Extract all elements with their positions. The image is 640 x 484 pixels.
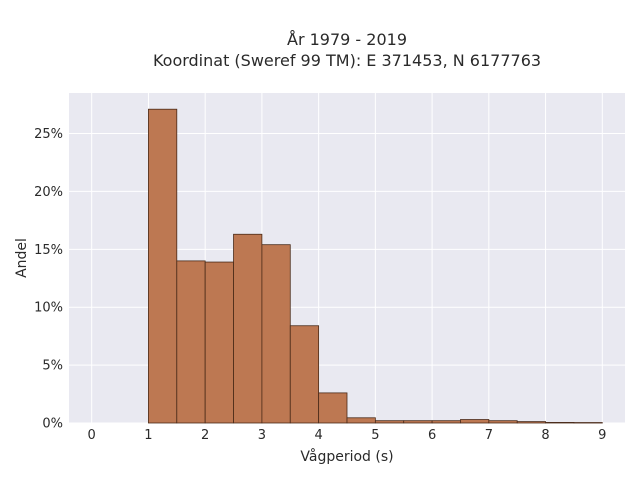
- x-axis-title: Vågperiod (s): [300, 448, 393, 465]
- x-tick-label-5: 5: [371, 428, 379, 443]
- y-tick-label-3: 15%: [34, 243, 63, 258]
- y-tick-label-2: 10%: [34, 301, 63, 316]
- x-tick-labels: 0 1 2 3 4 5 6 7 8 9: [88, 428, 607, 443]
- y-tick-label-4: 20%: [34, 185, 63, 200]
- y-tick-labels: 0% 5% 10% 15% 20% 25%: [34, 127, 63, 431]
- histogram-bar-7: [346, 417, 376, 424]
- histogram-bar-15: [573, 422, 603, 424]
- histogram-bar-9: [403, 420, 433, 424]
- histogram-bar-6: [318, 392, 348, 424]
- histogram-bar-1: [176, 260, 206, 424]
- histogram-bar-10: [431, 420, 461, 424]
- chart-title-line-1: År 1979 - 2019: [287, 30, 407, 49]
- x-tick-label-6: 6: [428, 428, 436, 443]
- chart-title-line-2: Koordinat (Sweref 99 TM): E 371453, N 61…: [153, 51, 541, 70]
- y-axis-title: Andel: [14, 238, 30, 278]
- x-tick-label-1: 1: [144, 428, 152, 443]
- x-tick-label-2: 2: [201, 428, 209, 443]
- x-tick-label-7: 7: [485, 428, 493, 443]
- histogram-bar-4: [261, 244, 291, 424]
- y-tick-label-5: 25%: [34, 127, 63, 142]
- histogram-bar-5: [289, 325, 320, 424]
- histogram-bar-2: [204, 261, 234, 424]
- histogram-bar-0: [148, 108, 178, 424]
- y-tick-label-0: 0%: [42, 417, 63, 432]
- x-tick-label-9: 9: [598, 428, 606, 443]
- y-tick-label-1: 5%: [42, 359, 63, 374]
- bars: [148, 108, 603, 424]
- histogram-bar-3: [233, 233, 263, 424]
- x-tick-label-3: 3: [258, 428, 266, 443]
- histogram-bar-8: [374, 420, 405, 424]
- histogram-bar-13: [516, 421, 546, 424]
- x-tick-label-4: 4: [314, 428, 322, 443]
- histogram-bar-12: [488, 420, 518, 424]
- histogram-bar-14: [545, 422, 575, 424]
- histogram-bar-11: [460, 419, 490, 424]
- x-tick-label-8: 8: [541, 428, 549, 443]
- x-tick-label-0: 0: [88, 428, 96, 443]
